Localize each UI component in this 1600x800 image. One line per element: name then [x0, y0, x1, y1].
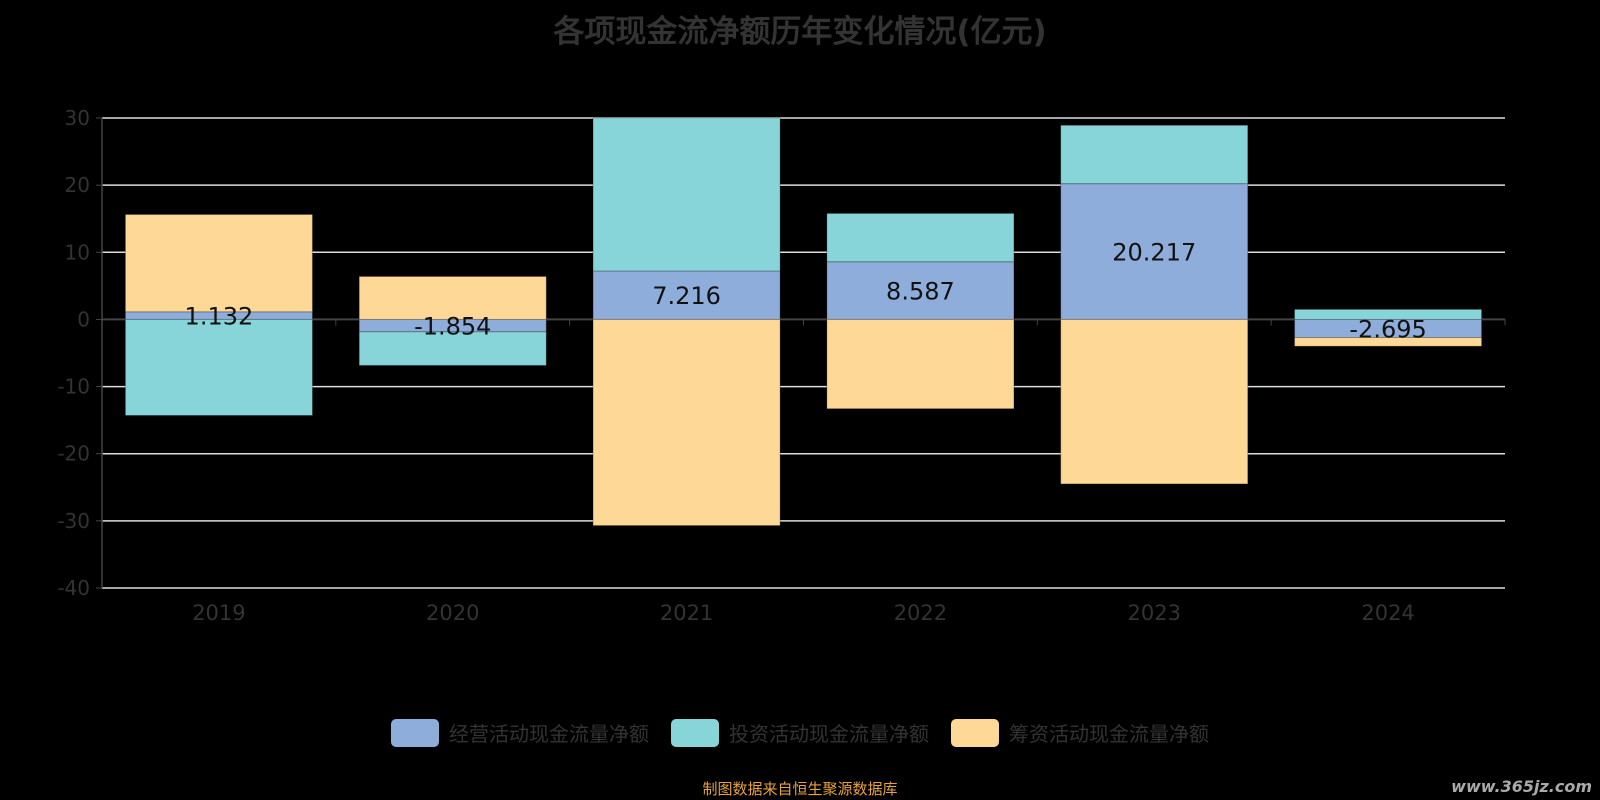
- y-tick-label: 30: [65, 106, 90, 130]
- legend-label: 投资活动现金流量净额: [729, 722, 929, 746]
- data-label: 7.216: [652, 282, 721, 310]
- legend: 经营活动现金流量净额 投资活动现金流量净额 筹资活动现金流量净额: [0, 718, 1600, 747]
- x-tick-label: 2020: [426, 601, 479, 625]
- x-tick-label: 2023: [1128, 601, 1181, 625]
- legend-item-investing[interactable]: 投资活动现金流量净额: [671, 718, 929, 747]
- bar-2: [1060, 318, 1249, 485]
- bar-0: [592, 270, 781, 320]
- source-note: 制图数据来自恒生聚源数据库: [702, 780, 898, 798]
- bar-1: [1294, 308, 1483, 320]
- data-label: 20.217: [1112, 239, 1196, 267]
- x-tick-label: 2021: [660, 601, 713, 625]
- bar-2: [124, 213, 313, 313]
- bar-1: [826, 212, 1015, 263]
- y-tick-label: -40: [57, 576, 90, 600]
- watermark: www.365jz.com: [1451, 777, 1592, 796]
- y-tick-label: 20: [65, 173, 90, 197]
- y-tick-label: 10: [65, 240, 90, 264]
- legend-item-financing[interactable]: 筹资活动现金流量净额: [951, 718, 1209, 747]
- legend-label: 经营活动现金流量净额: [449, 722, 649, 746]
- y-tick-label: -30: [57, 509, 90, 533]
- x-tick-label: 2024: [1361, 601, 1414, 625]
- legend-item-operating[interactable]: 经营活动现金流量净额: [391, 718, 649, 747]
- bar-2: [1294, 337, 1483, 347]
- legend-label: 筹资活动现金流量净额: [1009, 722, 1209, 746]
- y-tick-label: -10: [57, 375, 90, 399]
- chart-title: 各项现金流净额历年变化情况(亿元): [553, 14, 1047, 50]
- bar-2: [826, 318, 1015, 410]
- data-label: -1.854: [414, 313, 491, 341]
- y-tick-label: -20: [57, 442, 90, 466]
- data-label: 8.587: [886, 278, 955, 306]
- x-tick-label: 2019: [192, 601, 245, 625]
- data-label: -2.695: [1349, 315, 1426, 343]
- bar-2: [358, 275, 547, 320]
- bar-1: [592, 117, 781, 272]
- x-tick-label: 2022: [894, 601, 947, 625]
- legend-swatch: [951, 718, 999, 747]
- y-tick-label: 0: [77, 307, 90, 331]
- bar-1: [358, 331, 547, 366]
- bar-1: [1060, 124, 1249, 185]
- legend-swatch: [671, 718, 719, 747]
- data-label: 1.132: [185, 303, 254, 331]
- bar-1: [124, 318, 313, 416]
- bar-2: [592, 318, 781, 527]
- bar-0: [1060, 183, 1249, 320]
- legend-swatch: [391, 718, 439, 747]
- bar-0: [826, 261, 1015, 320]
